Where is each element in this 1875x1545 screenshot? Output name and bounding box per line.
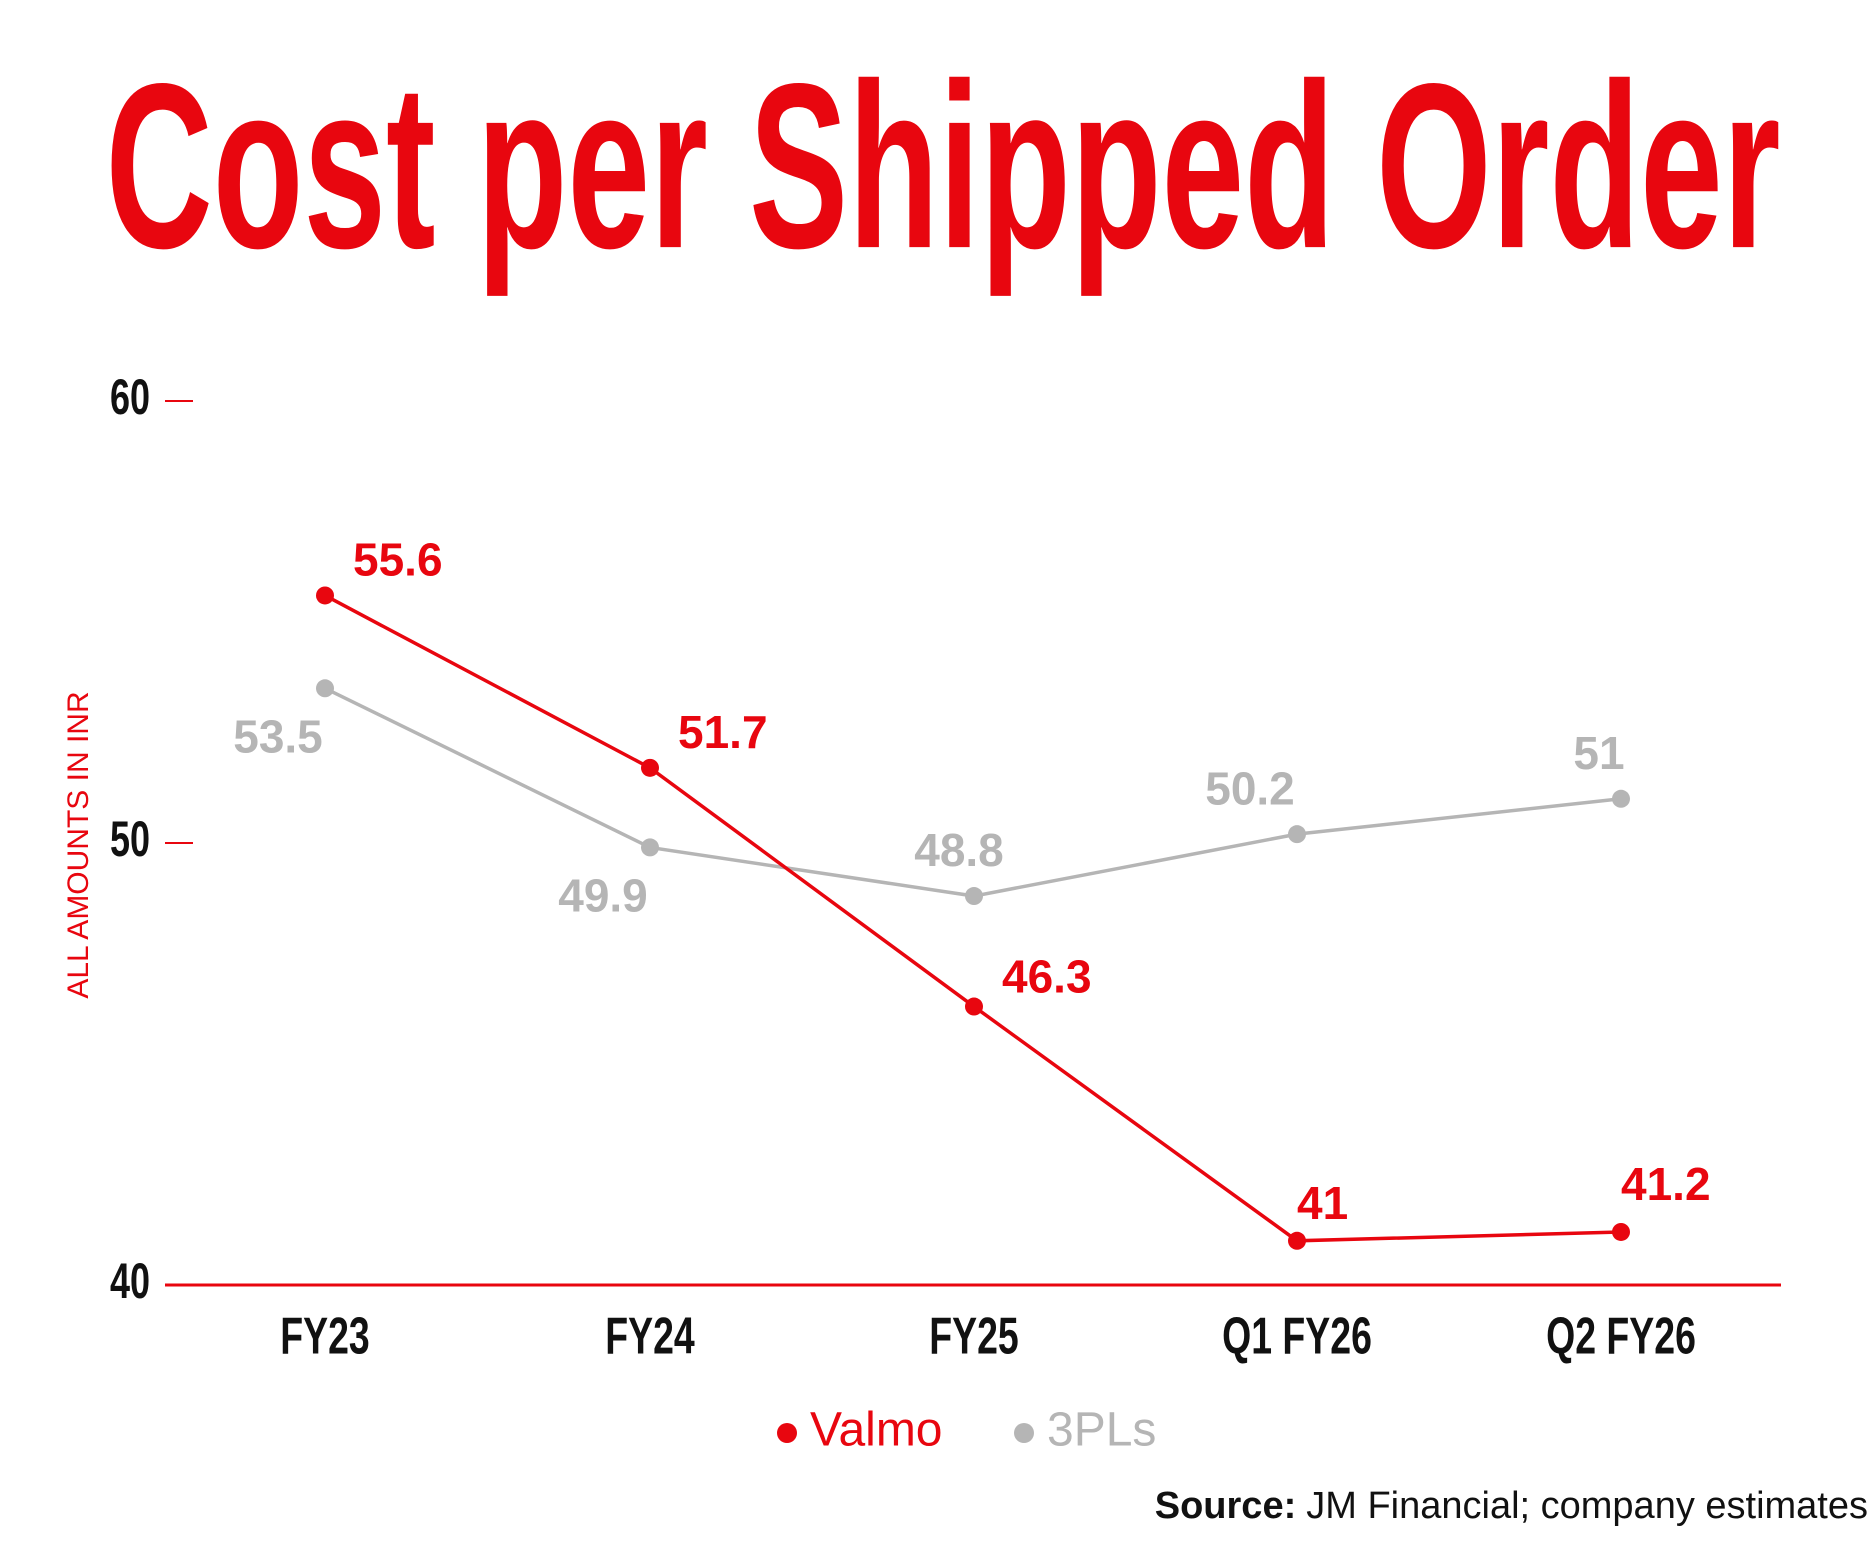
legend-marker xyxy=(1014,1423,1034,1443)
source: Source: JM Financial; company estimates xyxy=(1155,1485,1868,1527)
y-tick-label: 50 xyxy=(110,813,150,868)
data-point xyxy=(641,838,659,857)
legend-label: Valmo xyxy=(810,1404,943,1457)
data-point xyxy=(965,997,983,1016)
data-label: 51.7 xyxy=(678,706,768,758)
data-point xyxy=(316,586,334,605)
x-tick-label: FY25 xyxy=(929,1307,1018,1366)
data-label: 41 xyxy=(1297,1177,1348,1229)
y-tick-label: 60 xyxy=(110,371,150,426)
source-text: JM Financial; company estimates xyxy=(1306,1485,1868,1527)
data-label: 53.5 xyxy=(233,710,323,762)
data-point xyxy=(1612,789,1630,808)
series-line xyxy=(324,593,1622,1243)
x-tick-label: FY23 xyxy=(280,1307,369,1366)
x-tick-label: FY24 xyxy=(605,1307,694,1366)
data-point xyxy=(316,679,334,698)
source-label: Source: xyxy=(1155,1485,1296,1527)
data-point xyxy=(965,887,983,906)
data-point xyxy=(1288,825,1306,844)
data-label: 46.3 xyxy=(1002,951,1092,1003)
data-point xyxy=(641,758,659,777)
y-tick-label: 40 xyxy=(110,1255,150,1310)
data-label: 41.2 xyxy=(1621,1158,1711,1210)
data-point xyxy=(1612,1222,1630,1241)
data-point xyxy=(1288,1231,1306,1250)
data-label: 49.9 xyxy=(558,870,648,922)
chart-title: Cost per Shipped Order xyxy=(106,34,1781,297)
x-tick-label: Q1 FY26 xyxy=(1222,1307,1372,1366)
legend-marker xyxy=(777,1423,797,1443)
y-axis-label: ALL AMOUNTS IN INR xyxy=(62,691,95,998)
legend-label: 3PLs xyxy=(1047,1404,1156,1457)
x-tick-label: Q2 FY26 xyxy=(1546,1307,1696,1366)
data-label: 50.2 xyxy=(1205,762,1295,814)
data-label: 55.6 xyxy=(353,534,443,586)
data-label: 48.8 xyxy=(914,824,1004,876)
data-label: 51 xyxy=(1573,727,1624,779)
